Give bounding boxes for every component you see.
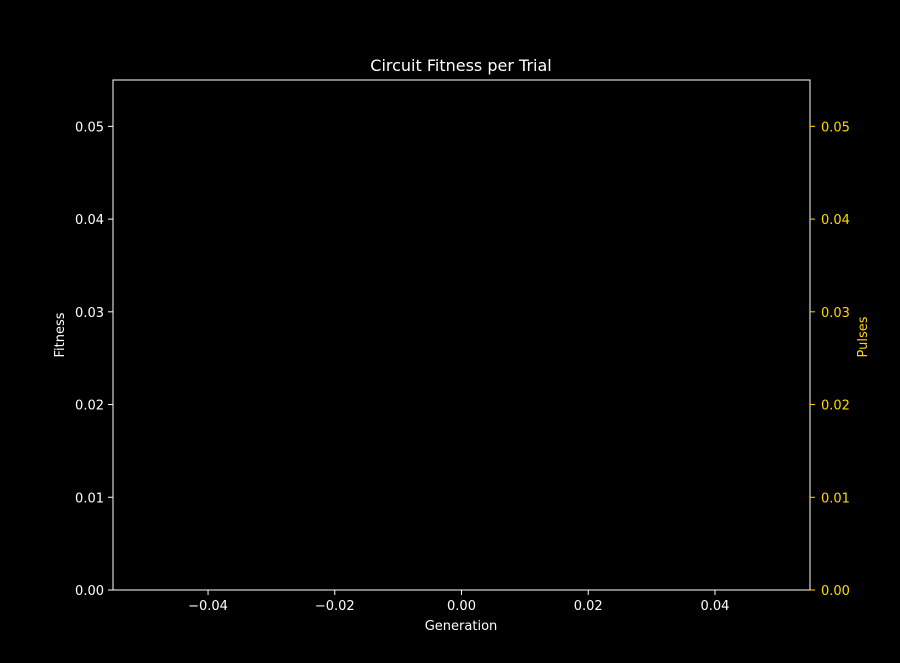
y2-axis-ticks: 0.00 0.01 0.02 0.03 0.04 0.05: [810, 120, 850, 599]
y-tick-label: 0.05: [75, 120, 104, 135]
y-tick-label: 0.02: [75, 399, 104, 414]
y2-tick-label: 0.04: [821, 213, 850, 228]
x-axis-ticks: −0.04 −0.02 0.00 0.02 0.04: [188, 590, 729, 614]
y-tick-label: 0.01: [75, 491, 104, 506]
x-tick-label: −0.02: [315, 599, 355, 614]
y2-tick-label: 0.00: [821, 584, 850, 599]
x-tick-label: 0.02: [574, 599, 603, 614]
x-tick-label: 0.04: [700, 599, 729, 614]
y2-tick-label: 0.01: [821, 491, 850, 506]
y-tick-label: 0.04: [75, 213, 104, 228]
y-tick-label: 0.03: [75, 306, 104, 321]
y2-axis-label: Pulses: [856, 316, 871, 357]
x-tick-label: 0.00: [447, 599, 476, 614]
y2-tick-label: 0.05: [821, 120, 850, 135]
y2-tick-label: 0.02: [821, 399, 850, 414]
plot-area: [112, 79, 811, 591]
y2-tick-label: 0.03: [821, 306, 850, 321]
x-tick-label: −0.04: [188, 599, 228, 614]
y-axis-label: Fitness: [53, 312, 68, 357]
y-axis-ticks: 0.00 0.01 0.02 0.03 0.04 0.05: [75, 120, 113, 599]
y-tick-label: 0.00: [75, 584, 104, 599]
chart-title: Circuit Fitness per Trial: [370, 56, 551, 75]
x-axis-label: Generation: [425, 619, 498, 634]
